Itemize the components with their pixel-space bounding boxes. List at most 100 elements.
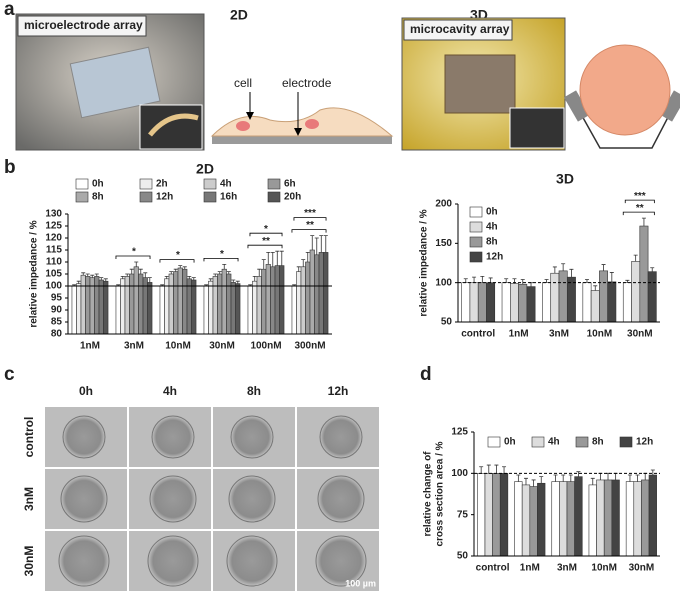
significance-label: ** [306,220,314,231]
error-bar [191,277,196,280]
bar [529,486,538,557]
error-bar [310,235,315,250]
bar [159,285,165,335]
bar [484,473,493,557]
bar [574,476,583,557]
error-bar [598,472,603,480]
y-tick-label: 90 [51,305,63,316]
significance-bracket [159,259,195,263]
error-bar [187,276,192,279]
y-tick-label: 125 [451,427,468,438]
significance-bracket [247,244,283,249]
y-tick-label: 100 [45,281,62,292]
panel-label: d [420,364,432,385]
legend-swatch [469,221,483,233]
legend-swatch [203,178,217,190]
y-tick-label: 125 [45,221,62,232]
y-tick-label: 110 [46,257,63,268]
significance-label: ** [262,236,270,247]
legend-label: 4h [220,179,232,190]
spheroid [317,475,365,523]
bar [300,266,306,335]
error-bar [208,278,213,282]
bar [226,273,232,335]
error-bar [472,276,477,283]
bar [85,276,91,335]
legend-label: 20h [284,192,301,203]
legend-label: 0h [504,437,516,448]
y-tick-label: 130 [45,209,62,220]
error-bar [226,271,231,274]
error-bar [314,237,319,255]
y-tick-label: 100 [435,277,452,288]
bar [138,273,144,335]
error-bar [90,274,95,278]
row-label: 30nM [22,546,36,577]
error-bar [569,268,574,278]
y-tick-label: 150 [435,238,452,249]
spheroid [60,475,108,523]
error-bar [523,477,528,485]
bar [633,481,642,557]
panel-title: 2D [230,7,248,23]
legend-swatch [469,236,483,248]
y-tick-label: 100 [451,468,468,479]
error-bar [529,282,534,287]
error-bar [103,278,108,282]
bar [469,282,479,323]
spheroid [319,415,363,459]
error-bar [613,472,618,480]
bar [120,278,126,335]
error-bar [593,285,598,291]
legend-swatch [575,436,589,448]
error-bar [222,264,227,270]
legend-swatch [619,436,633,448]
bar [477,473,486,557]
y-tick-label: 120 [45,233,62,244]
x-tick-label: 300nM [294,341,325,352]
x-tick-label: 1nM [80,341,100,352]
bar [521,484,531,557]
legend-swatch [75,178,89,190]
spheroid [226,535,278,587]
bar [607,281,617,323]
error-bar [601,264,606,271]
error-bar [494,464,499,474]
legend-swatch [267,191,281,203]
error-bar [323,235,328,253]
legend-swatch [487,436,501,448]
bar [625,481,635,557]
significance-bracket [293,217,327,221]
error-bar [231,279,236,283]
y-tick-label: 75 [457,509,469,520]
bar [203,285,209,335]
error-bar [178,265,183,268]
chart-title: 2D [196,161,214,177]
bar [115,285,121,335]
bar [323,252,329,335]
bar [129,273,135,335]
y-tick-label: 115 [46,245,63,256]
bar [103,280,109,335]
panel-label: b [4,157,16,178]
error-bar [164,276,169,279]
legend-label: 12h [486,252,503,263]
panel-label: c [4,364,15,385]
error-bar [516,474,521,482]
spheroid [315,535,367,587]
significance-label: ** [636,203,644,214]
legend-label: 4h [548,437,560,448]
x-tick-label: 1nM [520,563,540,574]
bar [124,276,130,335]
bar [492,473,501,557]
spheroid [58,535,110,587]
legend-label: 12h [156,192,173,203]
error-bar [539,476,544,484]
error-bar [520,279,525,285]
photo-label: microcavity array [410,22,510,36]
legend-label: 8h [92,192,104,203]
bar [558,270,568,323]
bar [177,267,183,335]
